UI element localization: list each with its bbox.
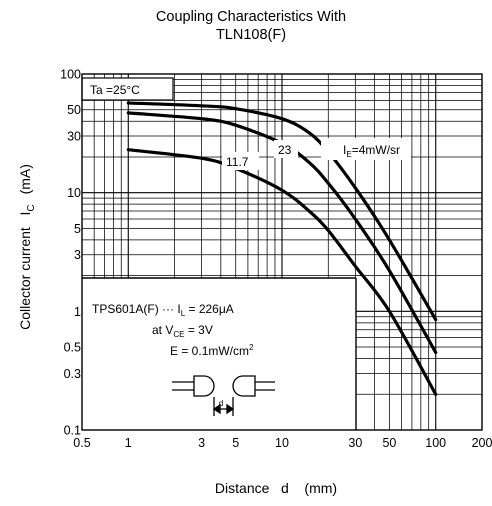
y-tick-label: 1 [74,305,81,319]
x-tick-labels: 0.5 1 3 5 10 30 50 100 200 [73,436,492,450]
y-tick-label: 5 [74,222,81,236]
curve-series-2 [126,111,438,355]
condition-line-3: E = 0.1mW/cm2 [170,343,254,358]
curve-label-ie-i: I [343,143,346,157]
y-tick-label: 3 [74,248,81,262]
cond3-sup: 2 [249,343,254,352]
y-tick-label: 30 [67,130,81,144]
condition-line-2: at VCE = 3V [152,323,213,339]
y-tick-label: 0.3 [64,367,81,381]
x-tick-label: 200 [472,436,492,450]
x-tick-label: 30 [348,436,362,450]
y-tick-label: 100 [60,68,81,82]
curve-series-3 [126,148,438,396]
y-axis-label-sub: C [26,204,37,211]
x-tick-label: 100 [425,436,446,450]
emitter-detector-diagram [172,375,275,416]
condition-line-1: TPS601A(F) ··· IL = 226μA [92,302,234,318]
y-tick-label: 10 [67,186,81,200]
y-axis-label: Collector current IC (mA) [17,164,37,330]
chart-title-line-2: TLN108(F) [216,27,286,43]
x-tick-label: 0.5 [73,436,90,450]
y-axis-label-unit: (mA) [17,164,33,194]
cond1-a: TPS601A(F) ··· I [92,302,181,316]
curve-series-1 [126,101,438,322]
x-tick-label: 50 [382,436,396,450]
x-tick-label: 3 [198,436,205,450]
curve-label-ie-rest: =4mW/sr [352,143,400,157]
curve-label-ie-sub: E [346,150,351,159]
y-tick-labels: 0.1 0.3 0.5 1 3 5 10 30 50 100 [60,68,81,438]
cond1-mu: μ [219,302,226,316]
curve-label-bg-23 [274,140,298,158]
cond3-a: E = 0.1mW/cm [170,344,249,358]
y-tick-label: 0.1 [64,424,81,438]
conditions-box [82,278,356,430]
curve-label-23: 23 [278,143,292,157]
x-tick-label: 10 [275,436,289,450]
curve-label-ie: IE=4mW/sr [343,143,400,159]
cond2-sub: CE [173,330,184,339]
distance-d-label: d [219,399,223,408]
y-axis-label-main: Collector current I [17,212,33,330]
curve-label-bg-117 [222,152,259,170]
chart-title-line-1: Coupling Characteristics With [156,9,346,25]
y-tick-label: 50 [67,103,81,117]
cond2-c: = 3V [184,323,212,337]
cond2-a: at V [152,323,173,337]
x-tick-label: 5 [232,436,239,450]
ta-label: Ta =25°C [90,83,140,97]
curve-label-bg-4 [321,138,411,160]
cond1-sub: L [181,309,186,318]
plot-frame [81,73,483,431]
cond1-d: A [226,302,234,316]
curves [126,101,438,396]
cond1-c: = 226 [185,302,219,316]
x-tick-label: 1 [125,436,132,450]
x-axis-label: Distance d (mm) [215,480,337,496]
curve-label-11-7: 11.7 [226,155,249,169]
y-tick-label: 0.5 [64,341,81,355]
